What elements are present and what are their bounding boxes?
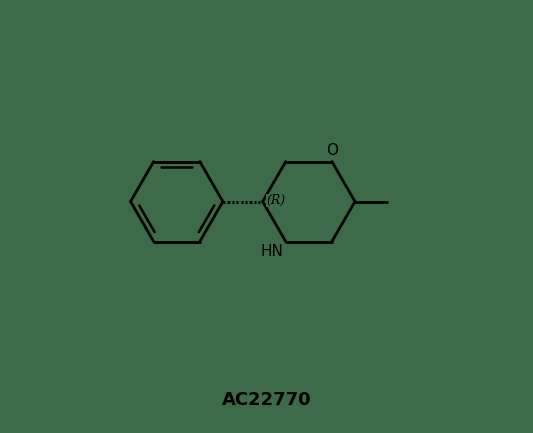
Text: O: O [326, 143, 338, 158]
Text: HN: HN [261, 244, 284, 259]
Text: (R): (R) [266, 194, 285, 207]
Text: AC22770: AC22770 [222, 391, 311, 409]
